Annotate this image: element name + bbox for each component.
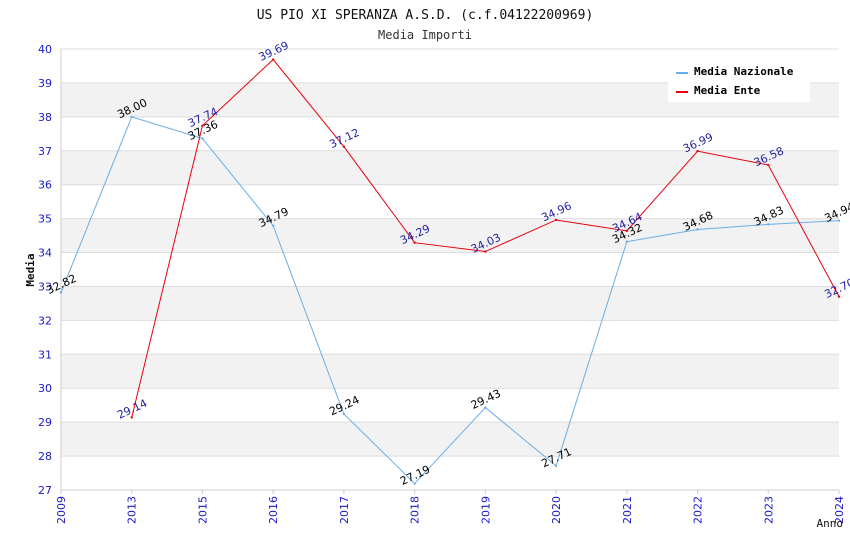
data-point (342, 145, 346, 148)
y-axis-label: Media (24, 253, 37, 286)
x-tick-label: 2016 (267, 496, 280, 524)
grid-band (61, 388, 839, 423)
x-tick-label: 2018 (409, 496, 422, 524)
x-tick-label: 2019 (479, 496, 492, 524)
grid-band (61, 320, 839, 355)
data-point (837, 219, 841, 222)
grid-band (61, 354, 839, 389)
data-point (201, 124, 204, 127)
data-point (625, 240, 629, 243)
y-tick-label: 35 (38, 213, 52, 226)
data-point (59, 291, 63, 294)
y-tick-label: 31 (38, 348, 52, 361)
x-tick-label: 2022 (692, 496, 705, 524)
data-point (413, 241, 416, 244)
legend-label-nazionale: Media Nazionale (694, 65, 794, 78)
y-tick-label: 34 (38, 247, 52, 260)
data-point (767, 163, 770, 167)
y-tick-label: 30 (38, 382, 52, 395)
legend-label-ente: Media Ente (694, 84, 761, 97)
data-point (271, 224, 275, 227)
x-tick-label: 2009 (55, 496, 68, 524)
x-tick-label: 2020 (550, 496, 563, 524)
data-point (342, 412, 346, 416)
x-tick-label: 2021 (621, 496, 634, 524)
grid-band (61, 116, 839, 151)
data-point (484, 406, 487, 409)
legend-box (668, 60, 810, 102)
y-tick-label: 33 (38, 280, 52, 293)
grid-band (61, 456, 839, 490)
grid-band (61, 286, 839, 321)
data-point (625, 229, 629, 233)
chart-subtitle: Media Importi (378, 28, 472, 42)
x-tick-label: 2017 (338, 496, 351, 524)
y-tick-label: 37 (38, 145, 52, 158)
y-tick-label: 36 (38, 179, 52, 192)
x-tick-label: 2013 (126, 496, 139, 524)
x-axis-label: Anno (817, 517, 844, 530)
chart-title: US PIO XI SPERANZA A.S.D. (c.f.041222009… (257, 8, 594, 23)
series-lines (59, 58, 841, 485)
plot-background-bands (61, 49, 839, 490)
y-tick-label: 39 (38, 77, 52, 90)
y-tick-label: 40 (38, 43, 52, 56)
grid-band (61, 150, 839, 185)
axes: 27 28 29 30 31 32 33 34 35 36 37 38 39 40 2009 2013 2015… (38, 43, 846, 524)
y-tick-label: 27 (38, 484, 52, 497)
data-point (767, 223, 770, 226)
data-point (554, 218, 558, 222)
x-tick-label: 2015 (196, 496, 209, 524)
data-point (696, 149, 699, 153)
x-tick-label: 2023 (762, 496, 775, 524)
data-point (130, 416, 133, 419)
grid-band (61, 184, 839, 219)
grid-band (61, 422, 839, 457)
y-tick-label: 29 (38, 416, 52, 429)
y-tick-label: 32 (38, 314, 52, 327)
data-point (271, 58, 275, 61)
y-tick-label: 38 (38, 111, 52, 124)
data-point (696, 228, 699, 231)
data-point (201, 137, 204, 140)
grid-band (61, 252, 839, 287)
data-point (484, 250, 487, 253)
x-tick-label: 2024 (833, 496, 846, 524)
y-tick-label: 28 (38, 450, 52, 463)
series-line-nazionale (60, 116, 840, 485)
data-point (554, 464, 558, 468)
data-point (130, 115, 133, 119)
data-point (413, 482, 416, 485)
legend: Media Nazionale Media Ente (668, 60, 810, 102)
data-point (837, 295, 841, 298)
